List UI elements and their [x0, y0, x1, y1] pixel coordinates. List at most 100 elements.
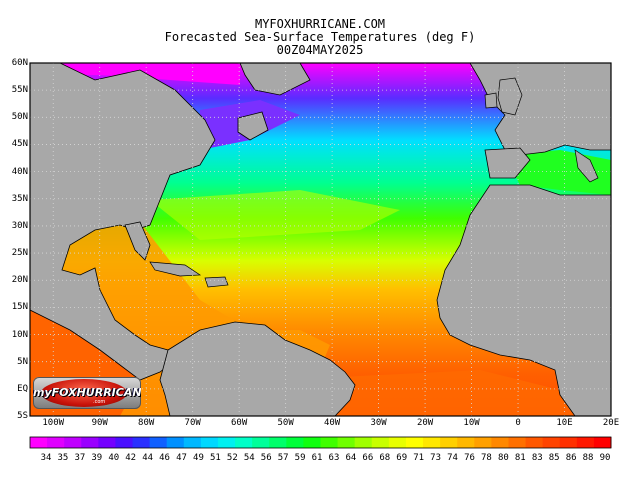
- colorbar-value: 83: [531, 453, 543, 463]
- colorbar-value: 76: [464, 453, 475, 463]
- lon-label: 0: [515, 418, 521, 428]
- colorbar-value: 86: [565, 453, 577, 463]
- lat-label: 10N: [11, 329, 28, 340]
- lat-label: 5N: [17, 356, 28, 367]
- florida-land: [124, 221, 151, 261]
- colorbar-value: 69: [396, 453, 408, 463]
- south-america-land: [159, 321, 356, 416]
- lat-label: EQ: [17, 383, 28, 394]
- lon-label: 10E: [556, 418, 573, 428]
- colorbar-swatch: [474, 437, 492, 448]
- cuba-land: [149, 261, 202, 277]
- gulf-stream-yellow: [150, 190, 400, 240]
- colorbar-value: 64: [345, 453, 357, 463]
- colorbar-swatch: [235, 437, 253, 448]
- colorbar-value: 57: [277, 453, 289, 463]
- colorbar-value: 49: [193, 453, 204, 463]
- colorbar-value: 44: [142, 453, 154, 463]
- lon-label: 90W: [91, 418, 108, 428]
- lat-label: 40N: [11, 166, 28, 177]
- colorbar: [29, 436, 612, 449]
- equatorial-warm-water: [280, 370, 580, 416]
- colorbar-swatch: [388, 437, 407, 448]
- colorbar-value: 63: [328, 453, 340, 463]
- colorbar-value: 74: [447, 453, 458, 463]
- colorbar-value: 73: [430, 453, 442, 463]
- map-header: MYFOXHURRICANE.COM Forecasted Sea-Surfac…: [0, 18, 640, 57]
- lon-label: 20E: [602, 418, 620, 428]
- lon-label: 10W: [463, 418, 480, 428]
- colorbar-swatch: [166, 437, 185, 448]
- lat-label: 45N: [11, 139, 28, 150]
- ireland-land: [484, 92, 498, 109]
- colorbar-value: 90: [599, 453, 611, 463]
- colorbar-swatch: [542, 437, 561, 448]
- lon-label: 50W: [277, 418, 294, 428]
- lat-label: 5S: [17, 411, 28, 421]
- lon-label: 100W: [42, 418, 65, 428]
- colorbar-swatch: [200, 437, 219, 448]
- colorbar-swatch: [525, 437, 544, 448]
- colorbar-swatch: [183, 437, 202, 448]
- lat-label: 60N: [11, 58, 28, 68]
- colorbar-value: 34: [40, 453, 52, 463]
- colorbar-swatch: [47, 437, 65, 448]
- lat-label: 30N: [11, 220, 28, 231]
- colorbar-swatch: [217, 437, 236, 448]
- valid-time: 00Z04MAY2025: [276, 43, 364, 57]
- north-america-land: [30, 63, 216, 381]
- colorbar-swatch: [508, 437, 527, 448]
- newfoundland-land: [237, 111, 269, 141]
- colorbar-value: 61: [311, 453, 323, 463]
- map-frame: [29, 62, 612, 417]
- africa-land: [436, 184, 611, 416]
- lon-label: 20W: [416, 418, 434, 428]
- lon-label: 40W: [323, 418, 341, 428]
- uk-land: [497, 77, 523, 116]
- colorbar-value: 66: [362, 453, 374, 463]
- lat-label: 55N: [11, 85, 28, 96]
- colorbar-value: 52: [226, 453, 238, 463]
- logo-subtext: .com: [93, 399, 106, 405]
- lon-label: 70W: [184, 418, 201, 428]
- iberia-land: [484, 147, 531, 179]
- colorbar-value: 35: [57, 453, 69, 463]
- colorbar-swatch: [593, 437, 612, 448]
- logo-globe: [41, 379, 127, 407]
- colorbar-value: 51: [209, 453, 221, 463]
- colorbar-value: 56: [260, 453, 272, 463]
- colorbar-value: 40: [108, 453, 120, 463]
- colorbar-swatch: [132, 437, 151, 448]
- colorbar-swatch: [320, 437, 339, 448]
- colorbar-swatch: [252, 437, 270, 448]
- lon-label: 80W: [138, 418, 155, 428]
- colorbar-value: 80: [497, 453, 509, 463]
- greenland-land: [239, 63, 311, 96]
- lat-label: 50N: [11, 112, 28, 123]
- lon-label: 60W: [231, 418, 248, 428]
- hispaniola-land: [204, 276, 229, 288]
- colorbar-value: 59: [294, 453, 306, 463]
- lat-label: 35N: [11, 193, 28, 204]
- graticule: [30, 63, 612, 416]
- colorbar-value: 68: [379, 453, 391, 463]
- fox-hurricane-logo: myFOXHURRICANE .com: [33, 377, 141, 409]
- colorbar-swatch: [98, 437, 116, 448]
- colorbar-swatch: [423, 437, 441, 448]
- lat-label: 25N: [11, 248, 28, 259]
- lon-label: 30W: [370, 418, 387, 428]
- colorbar-value: 71: [413, 453, 425, 463]
- italy-land: [574, 149, 599, 183]
- colorbar-swatch: [30, 437, 48, 448]
- colorbar-value: 47: [176, 453, 187, 463]
- colorbar-swatch: [371, 437, 390, 448]
- colorbar-value: 37: [74, 453, 86, 463]
- colorbar-value: 54: [243, 453, 255, 463]
- logo-text: myFOXHURRICANE: [33, 386, 141, 399]
- colorbar-value: 39: [91, 453, 103, 463]
- colorbar-swatch: [269, 437, 287, 448]
- colorbar-swatch: [559, 437, 578, 448]
- colorbar-value: 81: [514, 453, 526, 463]
- map-title: Forecasted Sea-Surface Temperatures (deg…: [164, 30, 476, 44]
- colorbar-value: 46: [159, 453, 170, 463]
